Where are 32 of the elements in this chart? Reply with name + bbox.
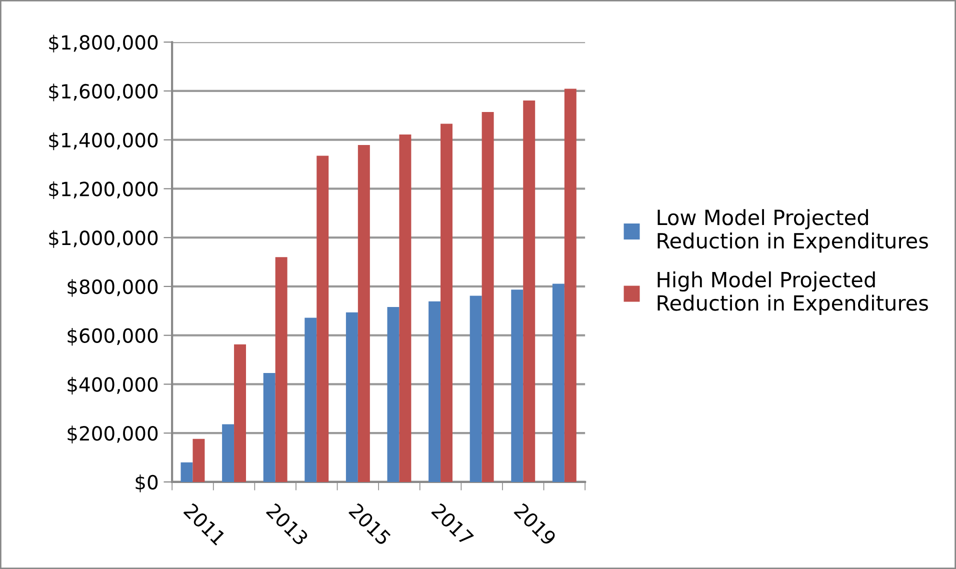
bar bbox=[399, 134, 412, 482]
legend-label: Low Model Projected Reduction in Expenditures bbox=[658, 209, 928, 253]
y-tick-label: $1,800,000 bbox=[49, 34, 158, 52]
bar bbox=[523, 100, 536, 482]
y-tick-label: $1,000,000 bbox=[49, 230, 158, 248]
y-tick-label: $600,000 bbox=[68, 328, 158, 346]
bar bbox=[387, 306, 400, 482]
bar bbox=[358, 144, 370, 482]
bar bbox=[440, 124, 452, 482]
bar bbox=[234, 344, 246, 482]
y-tick-label: $0 bbox=[136, 474, 158, 492]
bar bbox=[275, 257, 288, 482]
y-tick-label: $400,000 bbox=[68, 376, 158, 394]
y-tick-label: $1,600,000 bbox=[49, 84, 158, 102]
bar bbox=[428, 301, 441, 482]
bar bbox=[552, 284, 564, 482]
bar bbox=[511, 290, 524, 482]
y-tick-label: $1,400,000 bbox=[49, 132, 158, 150]
bar bbox=[470, 296, 482, 482]
bar bbox=[304, 318, 317, 482]
y-tick-label: $200,000 bbox=[68, 426, 158, 444]
legend-label: High Model Projected Reduction in Expenditures bbox=[658, 271, 928, 315]
bar bbox=[222, 424, 234, 482]
bar bbox=[564, 88, 576, 482]
y-tick-label: $1,200,000 bbox=[49, 181, 158, 199]
bar bbox=[180, 462, 193, 482]
bar bbox=[192, 438, 205, 482]
bar bbox=[316, 156, 329, 482]
y-tick-label: $800,000 bbox=[68, 279, 158, 297]
bar bbox=[346, 312, 358, 482]
bar bbox=[263, 372, 276, 482]
bar bbox=[482, 112, 494, 482]
